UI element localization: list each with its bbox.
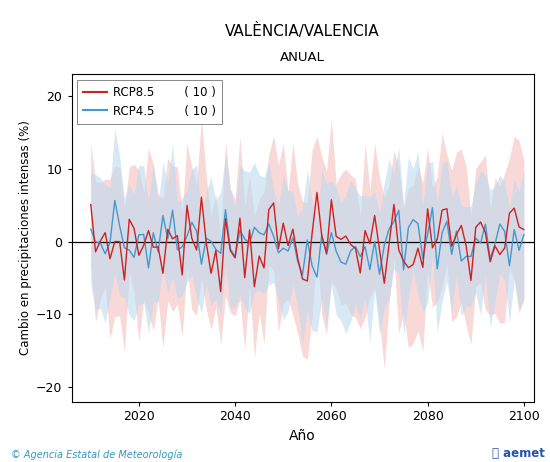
Text: VALÈNCIA/VALENCIA: VALÈNCIA/VALENCIA [225, 23, 380, 39]
Text: ANUAL: ANUAL [280, 51, 325, 64]
X-axis label: Año: Año [289, 429, 316, 443]
Y-axis label: Cambio en precipitaciones intensas (%): Cambio en precipitaciones intensas (%) [19, 121, 32, 355]
Legend: RCP8.5        ( 10 ), RCP4.5        ( 10 ): RCP8.5 ( 10 ), RCP4.5 ( 10 ) [78, 80, 222, 123]
Text: © Agencia Estatal de Meteorología: © Agencia Estatal de Meteorología [11, 449, 183, 460]
Text: 🐦 aemet: 🐦 aemet [492, 447, 544, 460]
